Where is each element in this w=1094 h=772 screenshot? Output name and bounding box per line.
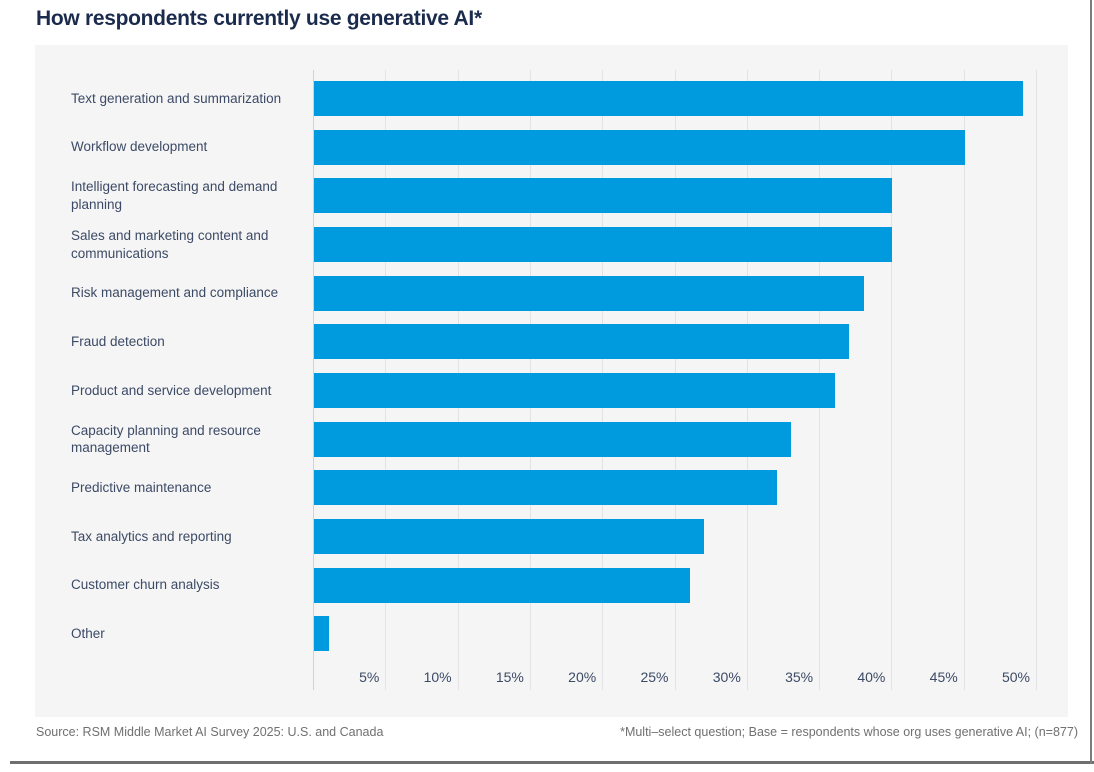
- page-bottom-edge: [10, 761, 1094, 764]
- x-tick-label: 30%: [712, 669, 741, 685]
- bar: [314, 275, 864, 311]
- page-right-edge: [1090, 0, 1092, 764]
- bar: [314, 616, 329, 652]
- gridline: [963, 70, 965, 690]
- source-text: Source: RSM Middle Market AI Survey 2025…: [36, 725, 384, 739]
- gridline: [891, 70, 893, 690]
- bar: [314, 518, 705, 554]
- bar: [314, 81, 1023, 116]
- x-tick-label: 45%: [929, 669, 958, 685]
- chart-panel: Text generation and summarization Workflo…: [35, 45, 1068, 717]
- bar: [314, 178, 893, 214]
- category-label: Other: [71, 626, 105, 642]
- bar: [314, 227, 893, 262]
- chart-title: How respondents currently use generative…: [36, 7, 482, 30]
- x-tick-label: 20%: [568, 669, 597, 685]
- category-label: Sales and marketing content and communic…: [71, 227, 269, 261]
- footnote-text: *Multi–select question; Base = responden…: [620, 725, 1078, 739]
- x-tick-label: 50%: [1001, 669, 1030, 685]
- bar: [314, 324, 849, 360]
- x-tick-label: 5%: [359, 669, 380, 685]
- category-label: Predictive maintenance: [71, 480, 212, 496]
- category-label: Tax analytics and reporting: [71, 528, 232, 544]
- category-label: Text generation and summarization: [71, 90, 282, 106]
- category-label: Risk management and compliance: [71, 285, 279, 301]
- bar: [314, 129, 965, 165]
- category-label: Workflow development: [71, 139, 208, 155]
- bar: [314, 421, 792, 457]
- x-tick-label: 15%: [495, 669, 524, 685]
- x-tick-label: 40%: [857, 669, 886, 685]
- category-label: Intelligent forecasting and demand plann…: [71, 179, 278, 212]
- bar: [314, 567, 690, 603]
- bar: [314, 470, 777, 506]
- category-label: Product and service development: [71, 382, 272, 398]
- y-axis-line: [313, 70, 314, 690]
- x-tick-label: 25%: [640, 669, 669, 685]
- category-label: Fraud detection: [71, 334, 165, 350]
- x-tick-label: 35%: [785, 669, 814, 685]
- gridline: [1036, 70, 1037, 690]
- category-label: Customer churn analysis: [71, 577, 220, 593]
- category-label: Capacity planning and resource managemen…: [71, 422, 261, 456]
- x-tick-label: 10%: [423, 669, 452, 685]
- bar: [314, 373, 835, 408]
